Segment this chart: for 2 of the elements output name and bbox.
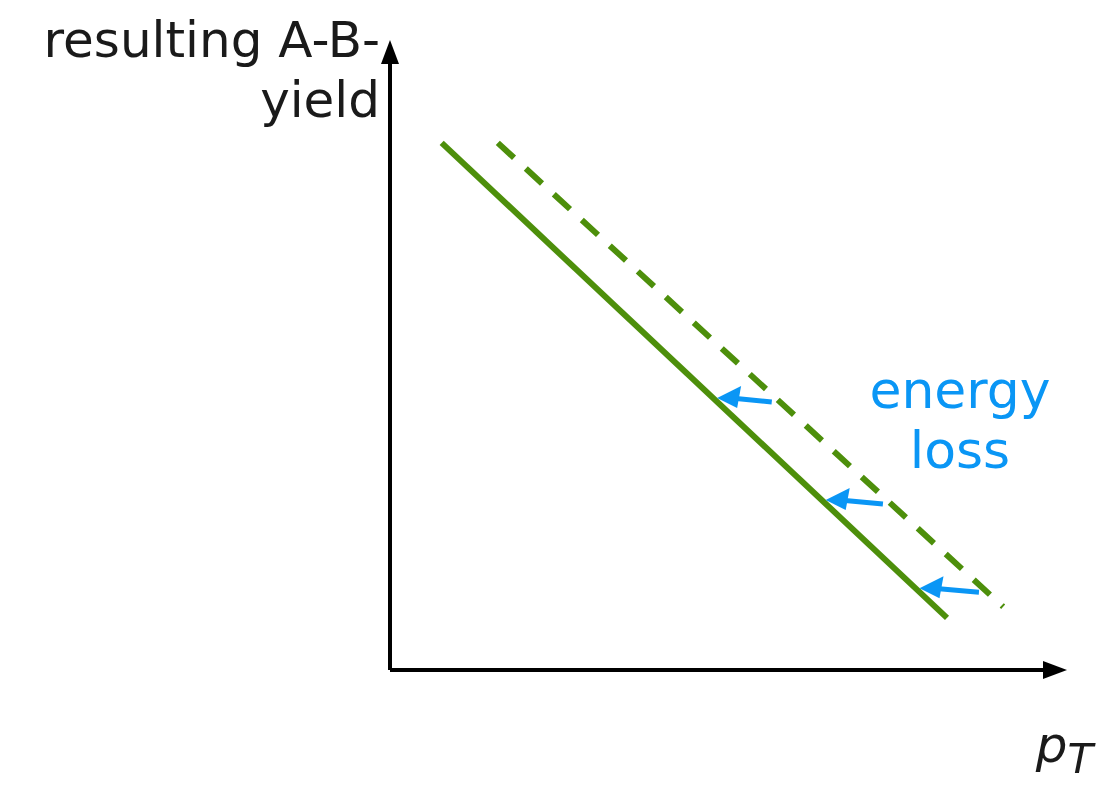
annotation: energy loss	[868, 360, 1052, 480]
y-axis-title: resulting A-B-yield	[42, 10, 380, 130]
